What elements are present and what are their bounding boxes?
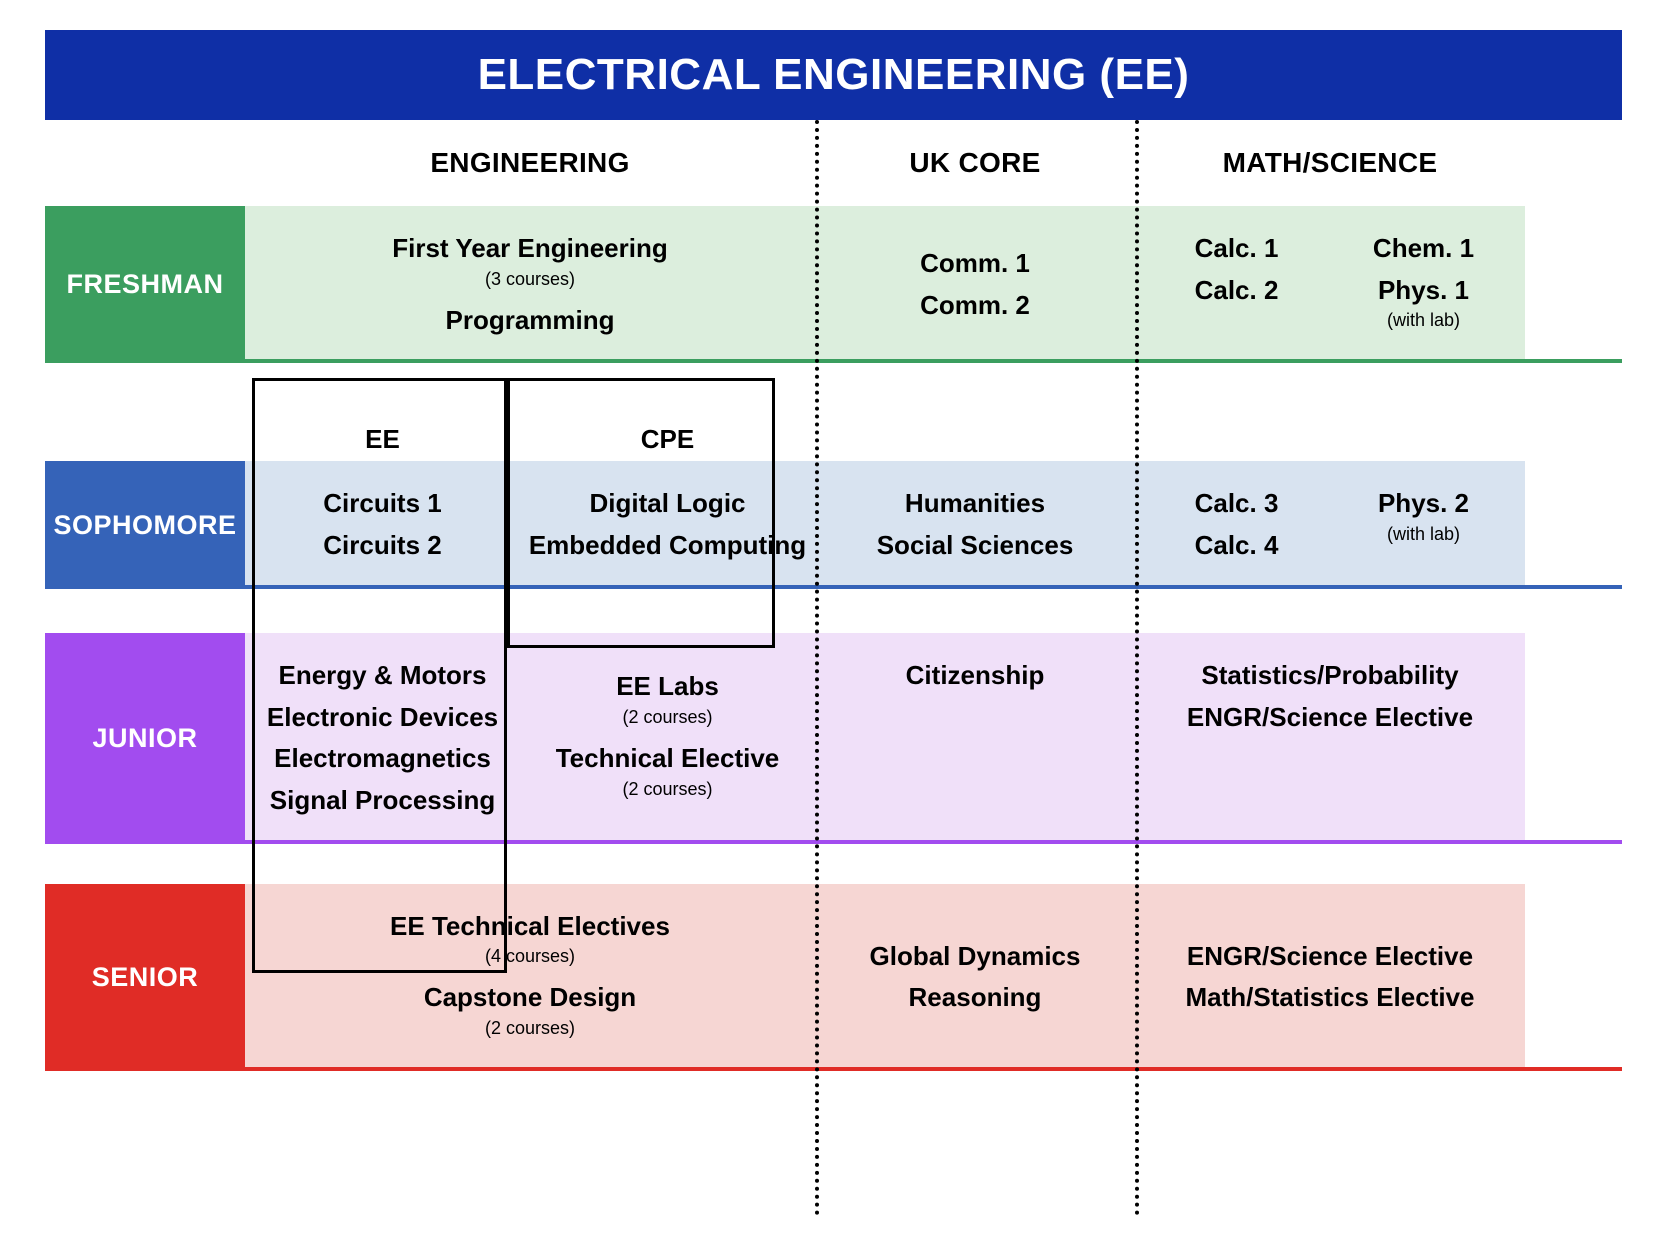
- text: Calc. 2: [1195, 272, 1279, 310]
- row-underline: [245, 840, 1622, 844]
- year-label-freshman: FRESHMAN: [45, 206, 245, 363]
- col-mathscience: MATH/SCIENCE: [1135, 147, 1525, 179]
- sophomore-engineering: Circuits 1 Circuits 2 Digital Logic Embe…: [245, 461, 815, 588]
- text: Digital Logic: [590, 485, 746, 523]
- col-ukcore: UK CORE: [815, 147, 1135, 179]
- text: Social Sciences: [877, 527, 1074, 565]
- text: Chem. 1: [1373, 230, 1474, 268]
- text: Electromagnetics: [274, 740, 491, 778]
- page-title: ELECTRICAL ENGINEERING (EE): [478, 50, 1190, 99]
- row-junior: JUNIOR Energy & Motors Electronic Device…: [45, 633, 1622, 844]
- col-engineering: ENGINEERING: [245, 147, 815, 179]
- senior-ukcore: Global Dynamics Reasoning: [815, 884, 1135, 1072]
- text: EE Technical Electives: [390, 908, 670, 946]
- text: EE Labs: [616, 668, 719, 706]
- text-sub: (with lab): [1387, 521, 1460, 547]
- junior-ukcore: Citizenship: [815, 633, 1135, 844]
- senior-engineering: EE Technical Electives (4 courses) Capst…: [245, 884, 815, 1072]
- text: Signal Processing: [270, 782, 495, 820]
- sophomore-mathscience: Calc. 3 Calc. 4 Phys. 2 (with lab): [1135, 461, 1525, 588]
- divider-dotted-1: [815, 120, 819, 1216]
- sophomore-ukcore: Humanities Social Sciences: [815, 461, 1135, 588]
- sub-column-headers: EE CPE: [45, 403, 1622, 463]
- row-senior: SENIOR EE Technical Electives (4 courses…: [45, 884, 1622, 1072]
- text: Phys. 2: [1378, 485, 1469, 523]
- freshman-ukcore: Comm. 1 Comm. 2: [815, 206, 1135, 363]
- year-label-sophomore: SOPHOMORE: [45, 461, 245, 588]
- text-sub: (3 courses): [485, 266, 575, 292]
- text: Comm. 1: [920, 245, 1030, 283]
- text: Circuits 2: [323, 527, 442, 565]
- row-sophomore: SOPHOMORE Circuits 1 Circuits 2 Digital …: [45, 461, 1622, 588]
- text: Math/Statistics Elective: [1186, 979, 1475, 1017]
- freshman-engineering: First Year Engineering (3 courses) Progr…: [245, 206, 815, 363]
- text: Calc. 1: [1195, 230, 1279, 268]
- text: Statistics/Probability: [1201, 657, 1458, 695]
- text: Electronic Devices: [267, 699, 498, 737]
- text: Calc. 4: [1195, 527, 1279, 565]
- senior-mathscience: ENGR/Science Elective Math/Statistics El…: [1135, 884, 1525, 1072]
- text: ENGR/Science Elective: [1187, 699, 1473, 737]
- row-underline: [245, 359, 1622, 363]
- text: Energy & Motors: [278, 657, 486, 695]
- text: Embedded Computing: [529, 527, 806, 565]
- title-bar: ELECTRICAL ENGINEERING (EE): [45, 30, 1622, 120]
- row-underline: [245, 1067, 1622, 1071]
- text: First Year Engineering: [392, 230, 668, 268]
- junior-engineering: Energy & Motors Electronic Devices Elect…: [245, 633, 815, 844]
- year-label-junior: JUNIOR: [45, 633, 245, 844]
- text: Humanities: [905, 485, 1045, 523]
- text-sub: (2 courses): [622, 704, 712, 730]
- text: Comm. 2: [920, 287, 1030, 325]
- text: ENGR/Science Elective: [1187, 938, 1473, 976]
- text: Technical Elective: [556, 740, 780, 778]
- text: Circuits 1: [323, 485, 442, 523]
- row-freshman: FRESHMAN First Year Engineering (3 cours…: [45, 206, 1622, 363]
- text: Capstone Design: [424, 979, 636, 1017]
- text: Phys. 1: [1378, 272, 1469, 310]
- text: Citizenship: [906, 657, 1045, 695]
- junior-mathscience: Statistics/Probability ENGR/Science Elec…: [1135, 633, 1525, 844]
- subcol-ee: EE: [245, 424, 520, 463]
- text-sub: (2 courses): [622, 776, 712, 802]
- text-sub: (4 courses): [485, 943, 575, 969]
- text: Reasoning: [909, 979, 1042, 1017]
- year-label-senior: SENIOR: [45, 884, 245, 1072]
- column-headers: ENGINEERING UK CORE MATH/SCIENCE: [45, 138, 1622, 188]
- text-sub: (with lab): [1387, 307, 1460, 333]
- text: Calc. 3: [1195, 485, 1279, 523]
- subcol-cpe: CPE: [520, 424, 815, 463]
- row-underline: [245, 585, 1622, 589]
- text: Global Dynamics: [870, 938, 1081, 976]
- divider-dotted-2: [1135, 120, 1139, 1216]
- text-sub: (2 courses): [485, 1015, 575, 1041]
- text: Programming: [445, 302, 614, 340]
- freshman-mathscience: Calc. 1 Calc. 2 Chem. 1 Phys. 1 (with la…: [1135, 206, 1525, 363]
